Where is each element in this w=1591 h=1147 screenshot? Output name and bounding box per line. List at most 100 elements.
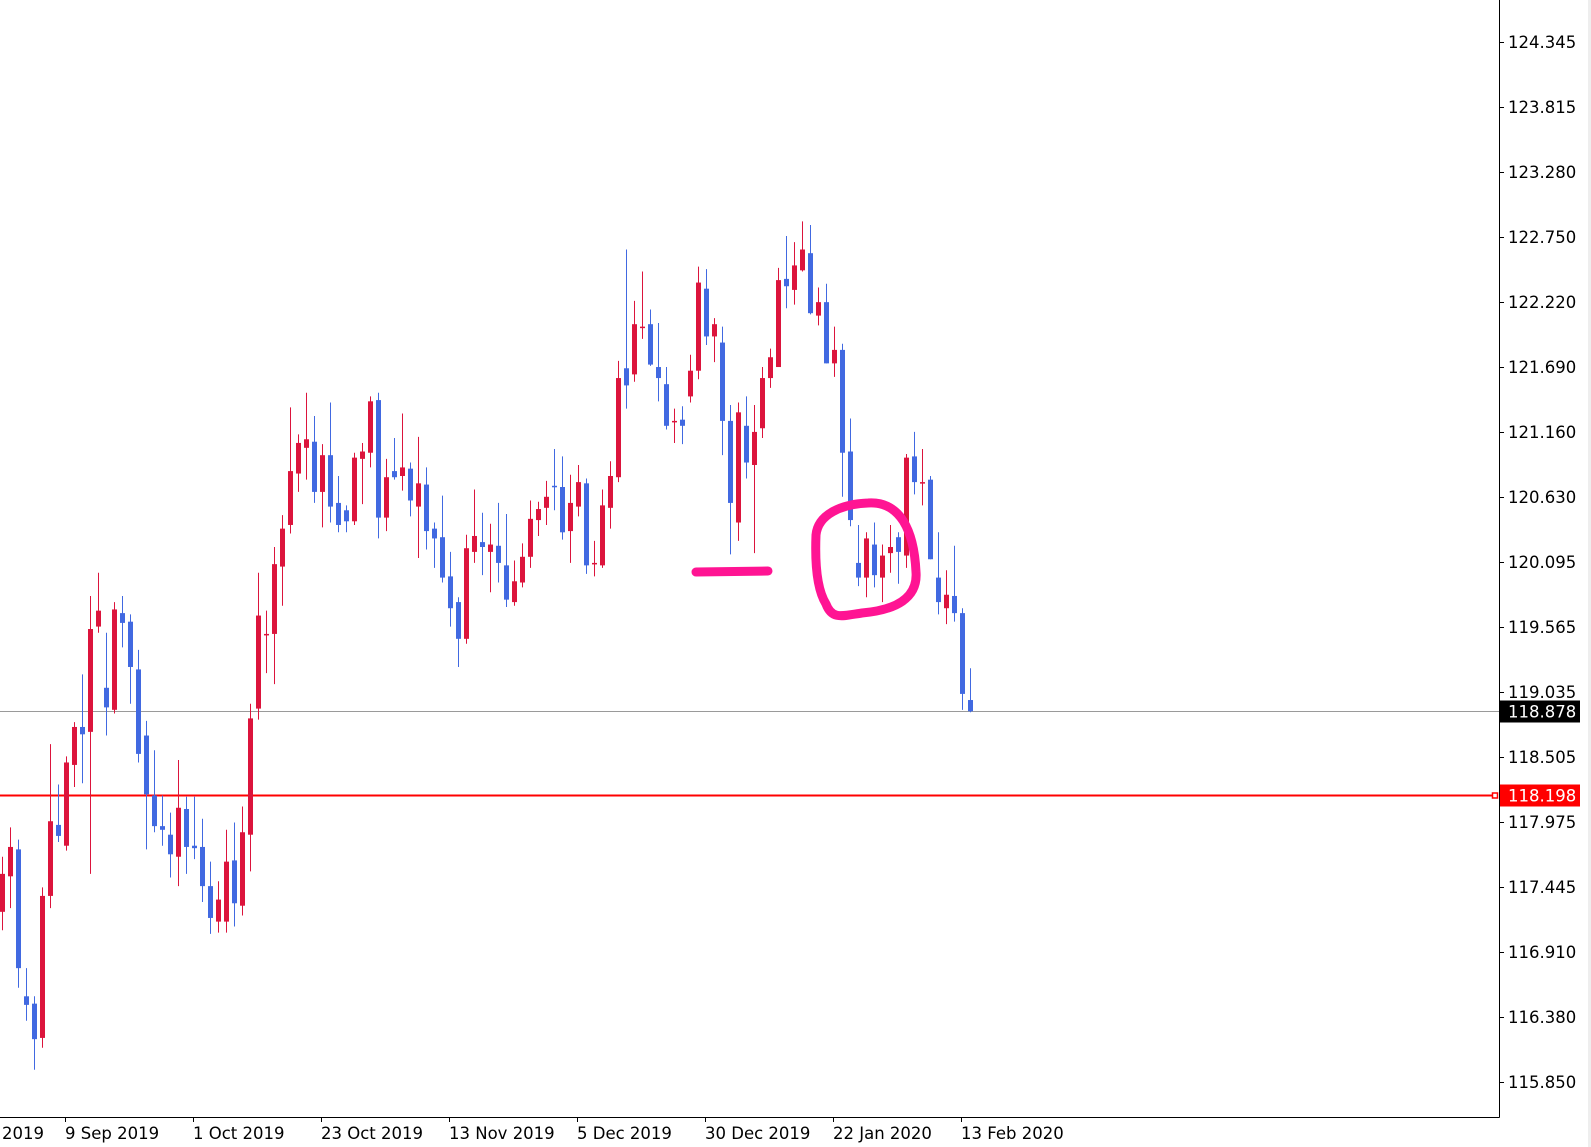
candle (432, 522, 437, 568)
candle (888, 524, 893, 573)
y-tick-label: 119.035 (1508, 683, 1576, 702)
candle (264, 610, 269, 674)
candle (856, 524, 861, 587)
candle-body (280, 528, 285, 567)
candle (456, 597, 461, 667)
candle-body (312, 441, 317, 492)
candle-body (248, 718, 253, 835)
candle-body (424, 484, 429, 532)
candle-body (16, 849, 21, 969)
x-tick-label: 13 Feb 2020 (961, 1124, 1064, 1143)
candle (344, 505, 349, 533)
candle-body (944, 594, 949, 609)
current-price-badge (1500, 700, 1580, 723)
candle (592, 540, 597, 577)
candle (840, 343, 845, 497)
candle-body (448, 576, 453, 609)
candle-body (736, 412, 741, 523)
candle (784, 236, 789, 309)
candle (640, 271, 645, 339)
candle (424, 467, 429, 550)
candle-body (56, 824, 61, 836)
candle (192, 796, 197, 860)
candle-body (320, 455, 325, 492)
candle-body (112, 609, 117, 710)
candle-body (688, 370, 693, 397)
candle-body (0, 873, 5, 912)
candle-body (408, 468, 413, 501)
candle-body (272, 564, 277, 634)
candle (392, 438, 397, 480)
candle (808, 225, 813, 315)
candle-body (144, 735, 149, 795)
candle-body (384, 477, 389, 518)
candle-body (40, 895, 45, 1038)
candle-body (536, 509, 541, 521)
candle-body (744, 425, 749, 463)
candle-body (376, 400, 381, 518)
candle-body (776, 280, 781, 368)
candle (200, 818, 205, 903)
candle (600, 489, 605, 568)
horizontal-line-handle[interactable] (1491, 792, 1499, 799)
candle (944, 570, 949, 625)
candle (832, 326, 837, 377)
candle (968, 668, 973, 713)
candle (176, 760, 181, 887)
candle (472, 489, 477, 563)
candle (512, 560, 517, 606)
candle-body (128, 621, 133, 667)
candle-body (352, 457, 357, 522)
candle (488, 523, 493, 593)
y-tick-label: 115.850 (1508, 1073, 1576, 1092)
candle (272, 547, 277, 685)
candle (760, 367, 765, 439)
candle-body (912, 456, 917, 483)
y-tick-label: 122.750 (1508, 228, 1576, 247)
candle-body (784, 278, 789, 287)
candle-body (48, 821, 53, 896)
candle-body (8, 846, 13, 877)
candle-body (256, 615, 261, 709)
y-tick-label: 119.565 (1508, 618, 1576, 637)
x-tick-label: 1 Oct 2019 (193, 1124, 285, 1143)
horizontal-line-badge (1500, 784, 1580, 807)
candle (928, 475, 933, 560)
candle (528, 500, 533, 568)
candle (376, 392, 381, 539)
candle (248, 703, 253, 872)
y-tick-label: 117.975 (1508, 813, 1576, 832)
candle (184, 796, 189, 874)
candle-body (288, 471, 293, 525)
candle (8, 827, 13, 909)
candle (608, 461, 613, 529)
x-tick-label: 23 Oct 2019 (321, 1124, 423, 1143)
candle (496, 502, 501, 583)
candle (160, 795, 165, 846)
candle-body (480, 542, 485, 548)
candle-body (392, 471, 397, 478)
y-tick-label: 124.345 (1508, 33, 1576, 52)
candle (288, 407, 293, 534)
candle (824, 283, 829, 364)
candle (80, 674, 85, 784)
candle (224, 829, 229, 933)
candle-body (600, 505, 605, 566)
candle (720, 326, 725, 456)
candle (632, 300, 637, 382)
candle-body (936, 577, 941, 603)
candle (408, 462, 413, 517)
candle-body (80, 726, 85, 735)
candle-body (496, 545, 501, 563)
candle-body (72, 726, 77, 765)
candle (304, 392, 309, 480)
y-tick-label: 116.380 (1508, 1008, 1576, 1027)
candle (712, 318, 717, 363)
candle-body (32, 1003, 37, 1040)
candle-body (792, 265, 797, 290)
candle (504, 513, 509, 607)
candle (416, 436, 421, 559)
candle (88, 595, 93, 874)
candle-body (192, 845, 197, 849)
